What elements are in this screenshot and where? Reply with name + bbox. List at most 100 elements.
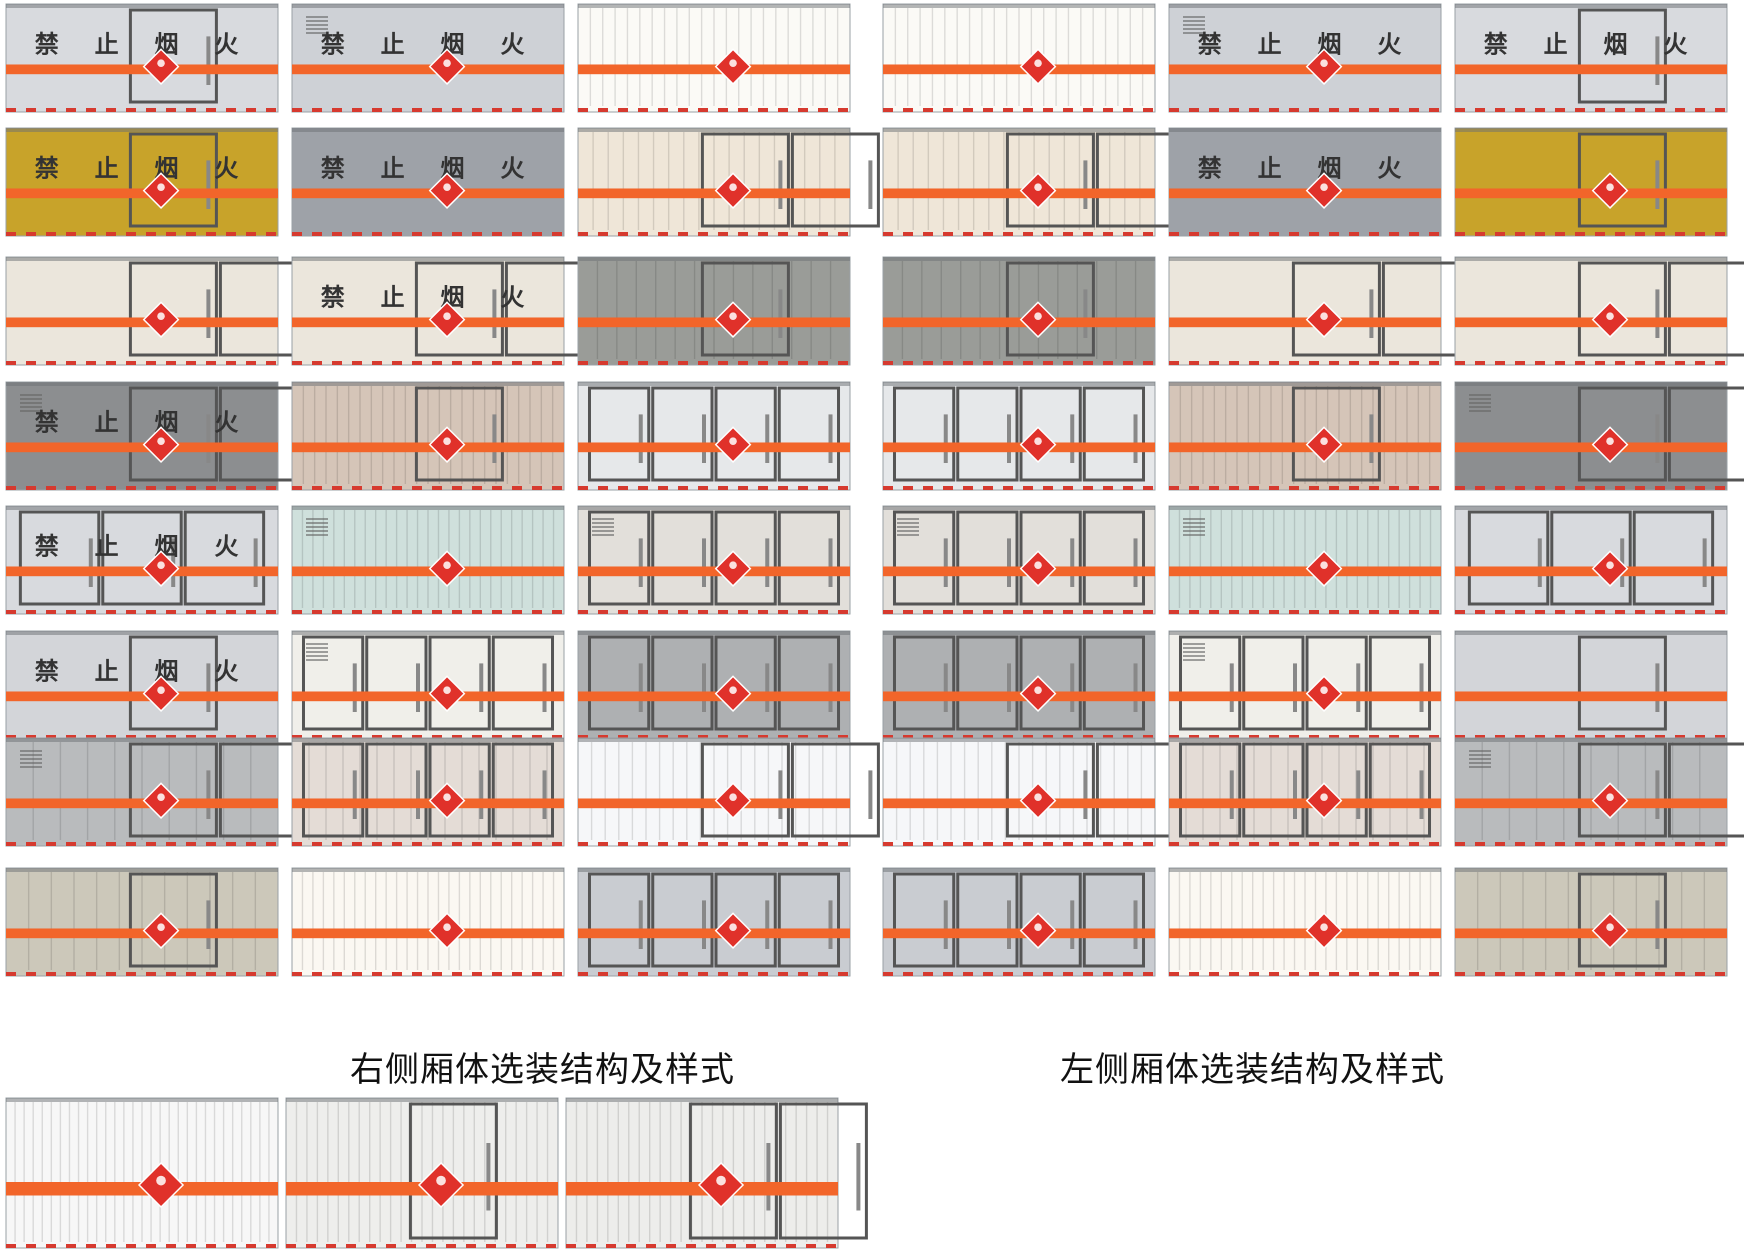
bottom-marker-segment <box>146 361 156 365</box>
bottom-marker-segment <box>1229 842 1239 846</box>
side-door <box>714 510 777 606</box>
bottom-marker-segment <box>1143 486 1153 490</box>
side-door <box>714 386 777 482</box>
bottom-marker-segment <box>646 1244 656 1248</box>
bottom-marker-segment <box>146 972 156 976</box>
reflective-stripe <box>578 691 850 702</box>
bottom-marker-segment <box>1675 842 1685 846</box>
bottom-marker-segment <box>1043 610 1053 614</box>
bottom-marker-segment <box>1269 735 1279 739</box>
louver-vent <box>1183 518 1205 536</box>
bottom-marker-segment <box>1103 972 1113 976</box>
bottom-marker-segment <box>452 842 462 846</box>
bottom-marker-segment <box>666 1244 676 1248</box>
bottom-marker-segment <box>598 842 608 846</box>
bottom-marker-segment <box>618 972 628 976</box>
bottom-marker-segment <box>1535 972 1545 976</box>
flame-symbol <box>1606 561 1614 569</box>
side-door <box>587 635 651 731</box>
panel-body <box>291 630 565 740</box>
bottom-marker-segment <box>266 486 276 490</box>
truck-box-panel <box>1168 381 1442 491</box>
bottom-marker-segment <box>226 232 236 236</box>
flame-symbol <box>443 183 451 191</box>
bottom-marker-segment <box>1715 108 1725 112</box>
truck-box-panel <box>291 867 565 977</box>
bottom-marker-segment <box>1309 361 1319 365</box>
extra-panel-row <box>5 1097 868 1249</box>
bottom-marker-segment <box>818 842 828 846</box>
bottom-marker-segment <box>626 1244 636 1248</box>
bottom-marker-segment <box>326 1244 336 1248</box>
bottom-marker-segment <box>1475 108 1485 112</box>
bottom-marker-segment <box>186 735 196 739</box>
flame-symbol <box>1034 437 1042 445</box>
bottom-marker-segment <box>46 232 56 236</box>
bottom-marker-segment <box>1143 972 1153 976</box>
door-hinge-bar <box>479 663 484 712</box>
bottom-marker-segment <box>312 610 322 614</box>
bottom-marker-segment <box>903 108 913 112</box>
panel-body <box>882 867 1156 977</box>
bottom-marker-segment <box>658 108 668 112</box>
bottom-marker-segment <box>1655 361 1665 365</box>
bottom-marker-segment <box>1189 610 1199 614</box>
bottom-marker-segment <box>46 1244 56 1248</box>
bottom-marker-segment <box>392 108 402 112</box>
bottom-marker-segment <box>472 610 482 614</box>
side-door <box>892 872 956 968</box>
bottom-marker-segment <box>532 610 542 614</box>
bottom-marker-segment <box>883 232 893 236</box>
bottom-marker-segment <box>1475 735 1485 739</box>
reflective-stripe <box>1455 64 1727 75</box>
bottom-marker-segment <box>638 486 648 490</box>
truck-box-panel: 禁止烟火 <box>291 256 594 366</box>
bottom-marker-segment <box>1615 972 1625 976</box>
bottom-marker-segment <box>126 735 136 739</box>
bottom-marker-segment <box>66 735 76 739</box>
flame-symbol <box>1034 923 1042 931</box>
bottom-marker-segment <box>126 232 136 236</box>
door-hinge-bar <box>1655 414 1660 463</box>
bottom-marker-segment <box>1229 108 1239 112</box>
bottom-marker-segment <box>1289 486 1299 490</box>
panel-body <box>1168 505 1442 615</box>
door-hinge-bar <box>702 663 706 712</box>
bottom-marker-segment <box>1169 486 1179 490</box>
bottom-marker-segment <box>1655 486 1665 490</box>
door-hinge-bar <box>765 414 770 463</box>
bottom-marker-segment <box>292 108 302 112</box>
bottom-marker-segment <box>486 1244 496 1248</box>
bottom-marker-segment <box>226 610 236 614</box>
no-smoking-char: 止 <box>381 284 405 312</box>
bottom-marker-segment <box>1189 108 1199 112</box>
side-door <box>1005 742 1095 838</box>
flame-symbol <box>157 437 165 445</box>
bottom-marker-segment <box>546 1244 556 1248</box>
bottom-marker-segment <box>472 972 482 976</box>
panel-top-rim <box>883 257 1155 261</box>
panel-body <box>1168 630 1442 740</box>
bottom-marker-segment <box>1715 610 1725 614</box>
truck-box-panel <box>1454 127 1728 237</box>
door-hinge-bar <box>943 414 948 463</box>
bottom-marker-segment <box>1209 972 1219 976</box>
bottom-marker-segment <box>678 735 688 739</box>
bottom-marker-segment <box>1083 735 1093 739</box>
bottom-marker-segment <box>1103 610 1113 614</box>
bottom-marker-segment <box>106 1244 116 1248</box>
bottom-marker-segment <box>246 361 256 365</box>
bottom-marker-segment <box>412 108 422 112</box>
no-smoking-char: 禁 <box>1198 31 1222 59</box>
panel-top-rim <box>1169 506 1441 510</box>
panel-top-rim <box>6 257 278 261</box>
bottom-marker-segment <box>826 1244 836 1248</box>
door-hinge-bar <box>1229 663 1234 712</box>
bottom-marker-segment <box>532 108 542 112</box>
bottom-marker-segment <box>1655 842 1665 846</box>
bottom-marker-segment <box>292 972 302 976</box>
bottom-marker-segment <box>1555 232 1565 236</box>
flame-symbol <box>1320 923 1328 931</box>
reflective-stripe <box>6 691 278 702</box>
bottom-marker-segment <box>1555 972 1565 976</box>
